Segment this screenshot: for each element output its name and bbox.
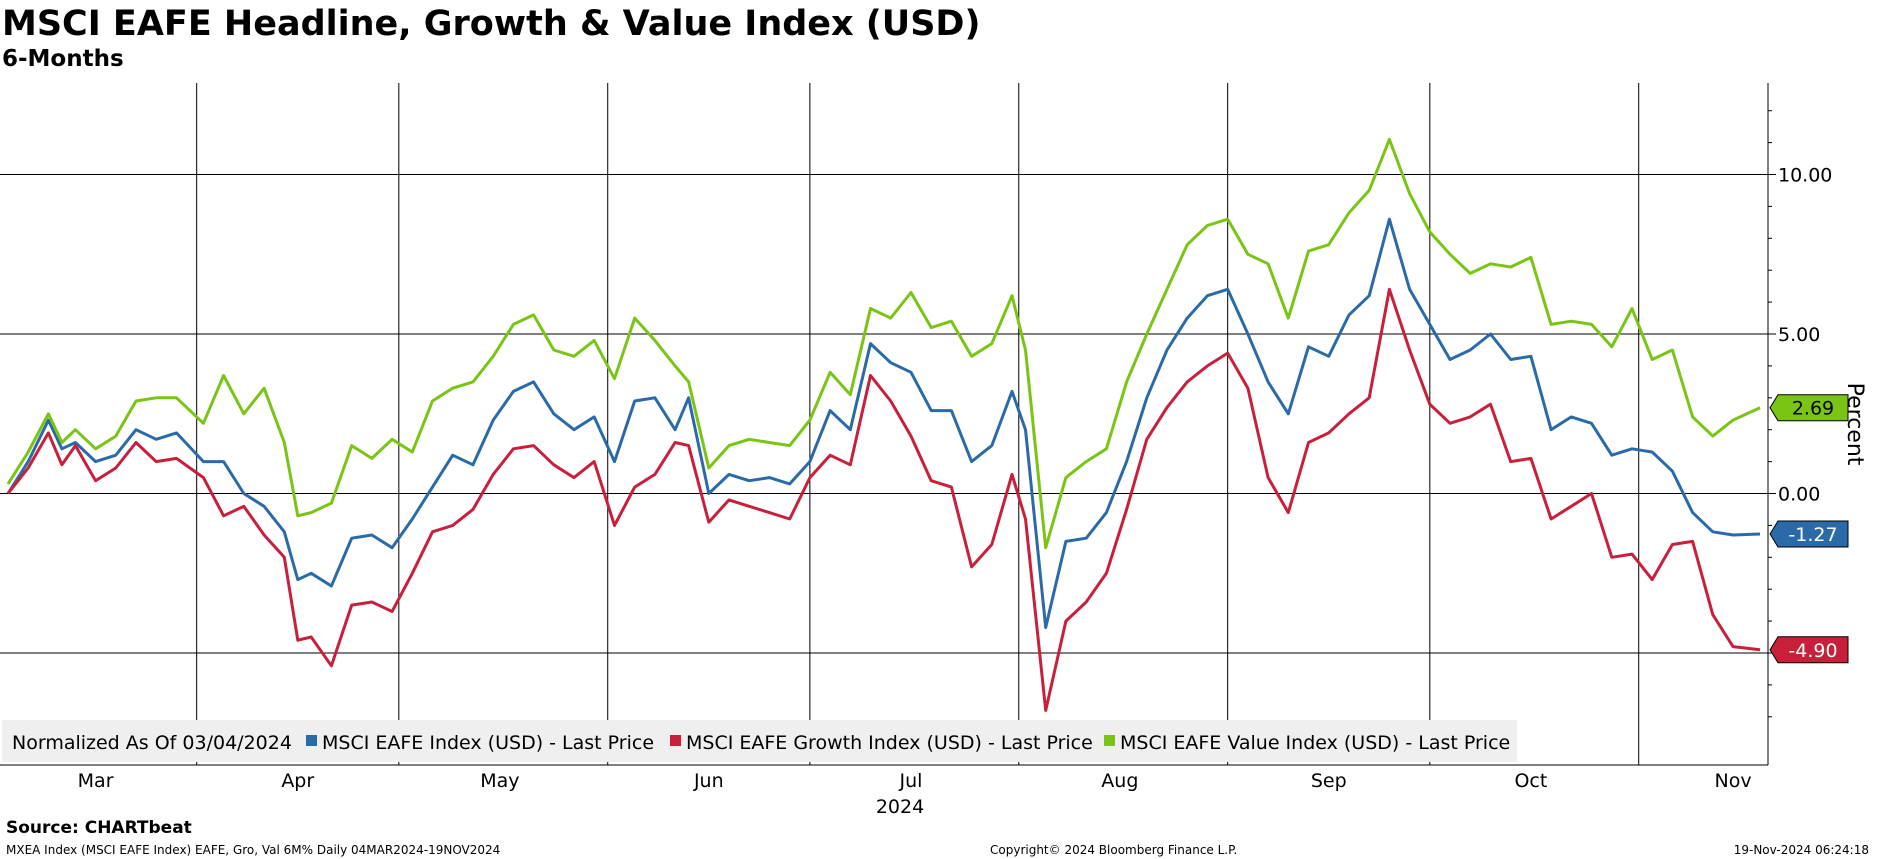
legend-prefix: Normalized As Of 03/04/2024 — [12, 732, 292, 754]
x-tick-label: Aug — [1101, 770, 1138, 792]
footer-ticker-info: MXEA Index (MSCI EAFE Index) EAFE, Gro, … — [6, 843, 501, 857]
last-value-label-3: 2.69 — [1792, 398, 1834, 420]
x-tick-label: Apr — [281, 770, 314, 792]
y-tick-label: 5.00 — [1778, 324, 1820, 346]
legend-box — [2, 720, 1517, 762]
legend-swatch-1 — [306, 735, 317, 746]
x-tick-label: May — [480, 770, 519, 792]
y-tick-label: 0.00 — [1778, 484, 1820, 506]
x-tick-label: Sep — [1311, 770, 1347, 792]
x-tick-label: Mar — [78, 770, 114, 792]
x-tick-label: Nov — [1714, 770, 1751, 792]
x-tick-label: Oct — [1514, 770, 1547, 792]
legend-entry-1: MSCI EAFE Index (USD) - Last Price — [322, 732, 654, 754]
series-line-1 — [6, 217, 1761, 629]
last-value-tag-3 — [1769, 394, 1849, 422]
footer-copyright: Copyright© 2024 Bloomberg Finance L.P. — [990, 843, 1238, 857]
series-line-2 — [6, 287, 1761, 712]
last-value-label-2: -4.90 — [1788, 640, 1837, 662]
y-tick-label: 10.00 — [1778, 165, 1832, 187]
legend-entry-3: MSCI EAFE Value Index (USD) - Last Price — [1120, 732, 1510, 754]
series-line-3 — [6, 137, 1761, 550]
last-value-tag-1 — [1769, 520, 1849, 548]
x-tick-label: Jul — [898, 770, 922, 792]
source-label: Source: CHARTbeat — [6, 818, 192, 838]
chart-subtitle: 6-Months — [2, 46, 124, 72]
last-value-tag-2 — [1769, 636, 1849, 664]
footer-timestamp: 19-Nov-2024 06:24:18 — [1733, 843, 1869, 857]
x-axis-label: 2024 — [876, 796, 924, 818]
last-value-label-1: -1.27 — [1788, 524, 1837, 546]
chart-title: MSCI EAFE Headline, Growth & Value Index… — [2, 4, 981, 44]
x-tick-label: Jun — [693, 770, 724, 792]
legend-entry-2: MSCI EAFE Growth Index (USD) - Last Pric… — [686, 732, 1093, 754]
legend-swatch-3 — [1104, 735, 1115, 746]
legend-swatch-2 — [670, 735, 681, 746]
